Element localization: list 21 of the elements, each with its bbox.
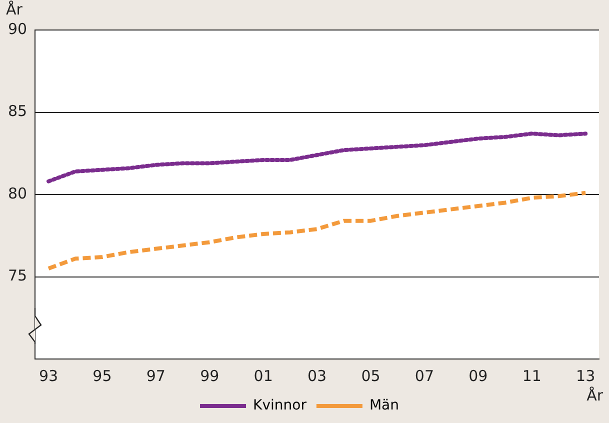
x-tick-label: 97 <box>146 366 166 385</box>
y-tick-label: 85 <box>8 102 28 120</box>
y-tick-label: 80 <box>8 184 28 202</box>
y-tick-label: 90 <box>8 20 28 38</box>
legend-label: Män <box>369 398 399 414</box>
x-tick-label: 99 <box>200 366 220 385</box>
y-tick-label: 75 <box>8 266 28 285</box>
line-series <box>46 132 588 184</box>
x-tick-label: 95 <box>92 366 112 385</box>
x-tick-label: 13 <box>576 366 596 385</box>
x-tick-label: 03 <box>307 366 327 385</box>
x-tick-label: 11 <box>522 366 542 385</box>
x-tick-label: 09 <box>468 366 488 385</box>
x-tick-label: 05 <box>361 366 380 385</box>
x-tick-label: 93 <box>38 366 58 385</box>
x-tick-label: 07 <box>414 366 434 385</box>
x-axis-title: År <box>586 386 604 404</box>
x-tick-label: 01 <box>254 366 273 385</box>
line-series <box>46 190 588 271</box>
legend-label: Kvinnor <box>253 398 307 414</box>
y-axis-title: År <box>6 0 24 18</box>
